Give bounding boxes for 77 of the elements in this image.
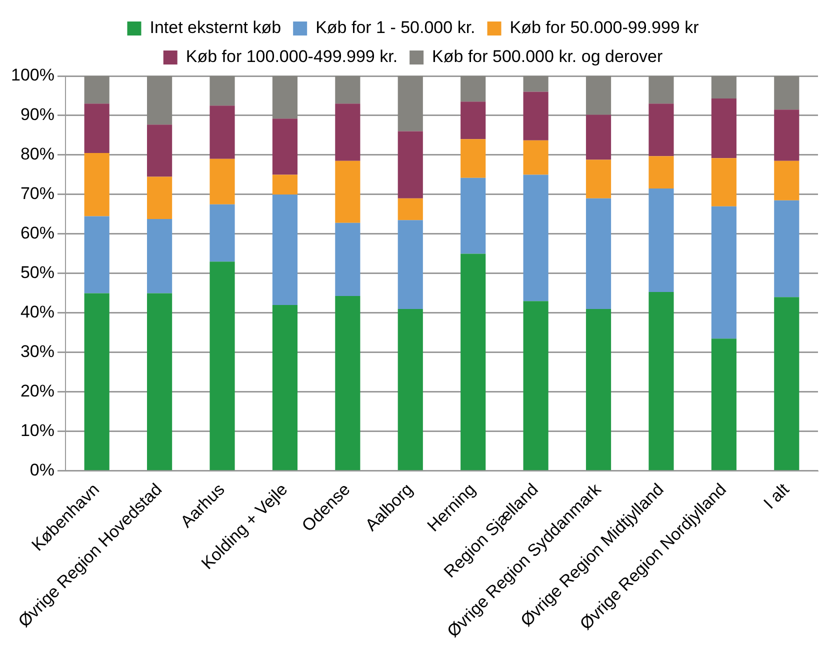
bar — [335, 104, 360, 161]
y-tick-label: 30% — [20, 342, 54, 362]
bar — [210, 204, 235, 262]
bar — [460, 76, 486, 102]
bar — [84, 76, 110, 104]
bar — [648, 76, 674, 104]
bar — [147, 218, 172, 294]
bar — [711, 338, 736, 470]
bar — [84, 293, 110, 470]
bar — [774, 110, 800, 161]
bar — [648, 156, 674, 189]
bar — [398, 76, 423, 132]
bar — [210, 158, 235, 204]
bar — [84, 153, 110, 216]
bar — [398, 198, 423, 220]
bar — [335, 160, 360, 223]
bar — [586, 114, 612, 160]
legend-label: Intet eksternt køb — [150, 18, 282, 38]
bar — [398, 220, 423, 309]
bar — [147, 176, 172, 219]
y-tick-label: 10% — [20, 421, 54, 440]
bar — [84, 216, 110, 294]
bar — [523, 76, 548, 92]
bar — [523, 301, 548, 470]
bar — [147, 293, 172, 470]
x-tick-label: I alt — [760, 480, 793, 513]
bar — [523, 174, 548, 302]
bar — [711, 158, 736, 206]
bar — [586, 198, 612, 309]
bar — [586, 160, 612, 198]
bar — [460, 139, 486, 178]
legend-label: Køb for 500.000 kr. og derover — [432, 47, 663, 66]
bar — [523, 92, 548, 140]
y-tick-label: 60% — [20, 224, 54, 243]
y-tick-label: 40% — [20, 302, 54, 322]
y-tick-label: 50% — [20, 263, 54, 282]
y-tick-label: 100% — [10, 66, 54, 85]
legend-label: Køb for 1 - 50.000 kr. — [316, 18, 476, 38]
bar — [774, 76, 800, 110]
y-tick-label: 80% — [20, 144, 54, 164]
bar — [711, 76, 736, 99]
bar — [648, 292, 674, 470]
bar — [272, 118, 298, 175]
bar — [586, 76, 612, 115]
bar — [272, 194, 298, 306]
legend-label: Køb for 100.000-499.999 kr. — [186, 47, 398, 66]
bar — [147, 76, 172, 125]
bar — [84, 104, 110, 154]
y-tick-label: 20% — [20, 382, 54, 401]
bar — [210, 262, 235, 470]
bar — [460, 178, 486, 254]
bar — [648, 188, 674, 292]
bar — [774, 297, 800, 470]
bar — [335, 222, 360, 296]
bar — [586, 309, 612, 470]
y-tick-label: 90% — [20, 105, 54, 124]
bar — [648, 104, 674, 156]
bar — [147, 124, 172, 177]
bar — [460, 102, 486, 140]
bar — [774, 200, 800, 298]
legend-label: Køb for 50.000-99.999 kr — [510, 18, 700, 38]
y-tick-label: 0% — [30, 460, 54, 480]
bar — [523, 140, 548, 175]
bar — [711, 98, 736, 158]
bar — [272, 305, 298, 470]
bar — [210, 106, 235, 159]
bar — [335, 76, 360, 104]
bar — [272, 76, 298, 119]
bar — [398, 131, 423, 198]
bar — [711, 206, 736, 339]
bar — [398, 309, 423, 470]
bar — [335, 296, 360, 470]
bar — [272, 174, 298, 194]
bar — [460, 254, 486, 470]
bar — [210, 76, 235, 106]
bar — [774, 160, 800, 200]
y-tick-label: 70% — [20, 184, 54, 204]
